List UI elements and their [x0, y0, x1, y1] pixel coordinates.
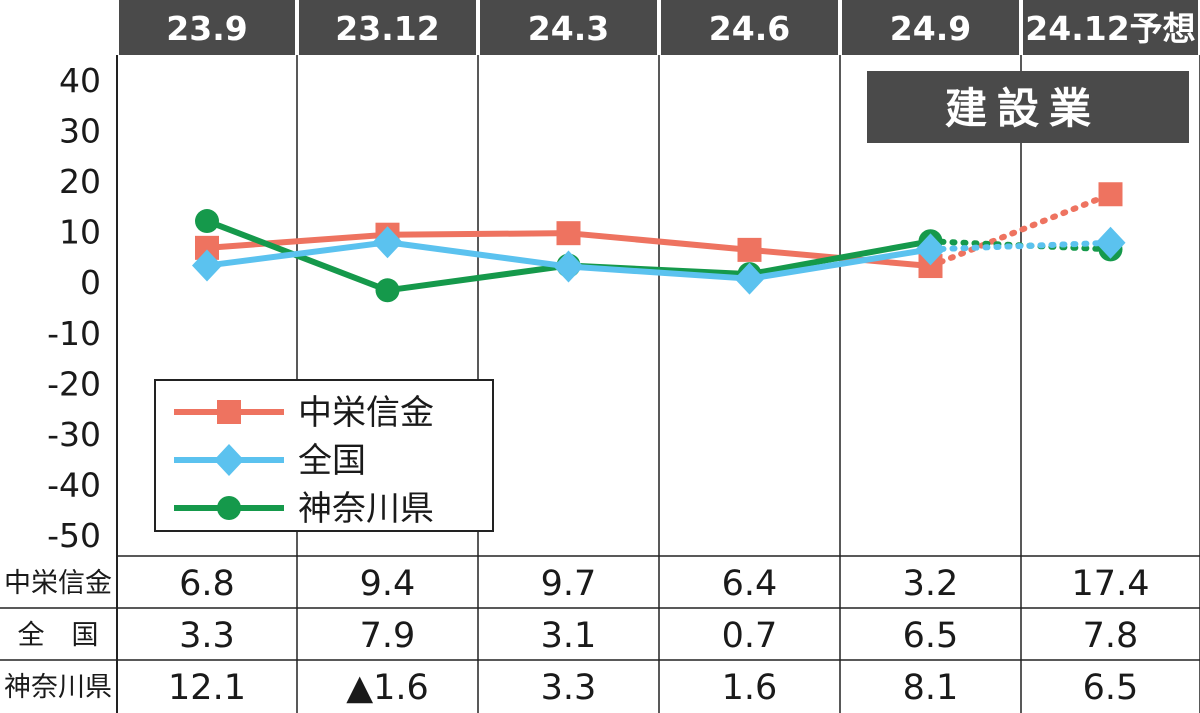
- table-row-label: 神奈川県: [4, 672, 112, 703]
- table-row-label: 全 国: [18, 620, 99, 651]
- y-tick-label: -50: [47, 516, 101, 555]
- table-cell: 6.4: [722, 564, 778, 604]
- table-cell: 9.7: [541, 564, 597, 604]
- table-cell: 6.5: [903, 616, 959, 656]
- table-cell: 9.4: [360, 564, 416, 604]
- data-point-circle: [375, 278, 400, 303]
- data-point-diamond: [915, 233, 946, 266]
- table-cell: 6.5: [1083, 668, 1139, 708]
- header-label: 24.6: [709, 9, 790, 48]
- forecast-line: [927, 239, 1114, 253]
- y-tick-label: -40: [47, 465, 101, 504]
- y-tick-label: -30: [47, 415, 101, 454]
- data-point-diamond: [192, 249, 222, 282]
- data-point-diamond: [1095, 226, 1126, 259]
- header-cell: [1023, 0, 1198, 55]
- table-cell: 1.6: [722, 668, 778, 708]
- y-axis: 40 30 20 10 0 -10 -20 -30 -40 -50: [47, 61, 101, 555]
- column-dividers: [116, 55, 1200, 713]
- table-cell: ▲1.6: [346, 668, 429, 708]
- header-label: 24.12予想: [1025, 9, 1195, 48]
- table-cell: 0.7: [722, 616, 778, 656]
- data-point-square: [1098, 182, 1123, 207]
- header-row: 23.9 23.12 24.3 24.6 24.9 24.12予想: [119, 0, 1198, 55]
- legend-label: 全国: [298, 441, 366, 481]
- header-cell: [842, 0, 1019, 55]
- header-label: 24.9: [890, 9, 971, 48]
- data-point-circle: [195, 209, 219, 234]
- industry-badge-bg: [867, 71, 1189, 143]
- table-cell: 8.1: [903, 668, 959, 708]
- forecast-line: [927, 191, 1114, 270]
- legend-label: 中栄信金: [298, 393, 434, 433]
- legend-item: 中栄信金: [174, 393, 434, 433]
- industry-badge-text: 建設業: [945, 84, 1101, 133]
- y-tick-label: -10: [47, 314, 101, 353]
- table-cell: 3.3: [179, 616, 235, 656]
- data-point-diamond: [372, 226, 403, 259]
- table-cell: 17.4: [1072, 564, 1150, 604]
- y-tick-label: 0: [80, 263, 101, 302]
- legend-item: 全国: [174, 441, 366, 481]
- header-cell: [480, 0, 657, 55]
- data-point-diamond: [214, 444, 244, 476]
- y-tick-label: 20: [59, 162, 101, 201]
- legend-label: 神奈川県: [298, 489, 434, 529]
- series-layer: [192, 182, 1126, 303]
- data-point-diamond: [734, 262, 765, 295]
- legend-item: 神奈川県: [174, 489, 434, 529]
- data-point-circle: [217, 496, 241, 520]
- data-point-square: [737, 237, 762, 262]
- data-table: 中栄信金 6.8 9.4 9.7 6.4 3.2 17.4 全 国 3.3 7.9 3.1 0.7 6.…: [0, 564, 1200, 708]
- y-tick-label: -20: [47, 364, 101, 403]
- series-1: [192, 226, 1126, 295]
- table-cell: 12.1: [168, 668, 246, 708]
- header-label: 24.3: [528, 9, 609, 48]
- table-cell: 3.1: [541, 616, 597, 656]
- header-cell: [119, 0, 295, 55]
- y-tick-label: 30: [59, 112, 101, 151]
- data-point-diamond: [553, 250, 584, 283]
- data-point-square: [556, 221, 581, 246]
- header-cell: [299, 0, 476, 55]
- y-tick-label: 40: [59, 61, 101, 100]
- header-cell: [661, 0, 838, 55]
- table-cell: 6.8: [179, 564, 235, 604]
- header-label: 23.9: [166, 9, 247, 48]
- table-cell: 3.3: [541, 668, 597, 708]
- table-cell: 7.8: [1083, 616, 1139, 656]
- industry-badge: 建設業: [867, 71, 1189, 143]
- y-tick-label: 10: [59, 213, 101, 252]
- table-row-label: 中栄信金: [4, 568, 112, 599]
- table-cell: 3.2: [903, 564, 959, 604]
- table-cell: 7.9: [360, 616, 416, 656]
- header-label: 23.12: [335, 9, 439, 48]
- data-point-square: [918, 254, 943, 279]
- data-point-square: [217, 400, 241, 424]
